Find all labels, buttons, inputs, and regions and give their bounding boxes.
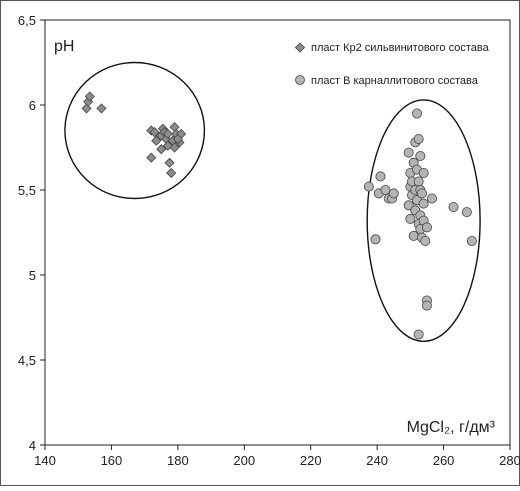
circle-point — [411, 108, 422, 119]
circle-point — [415, 150, 426, 161]
y-tick-label: 4 — [29, 438, 36, 453]
x-tick-label: 140 — [34, 453, 56, 468]
diamond-point — [149, 127, 160, 138]
circle-point — [421, 222, 432, 233]
diamond-point — [96, 103, 107, 114]
legend-marker-circle — [295, 75, 305, 85]
cluster-ellipses — [64, 61, 481, 343]
circle-point — [380, 184, 391, 195]
diamond-point — [84, 91, 95, 102]
x-axis: 140 160 180 200 220 240 260 280 — [34, 445, 520, 468]
diamond-point — [162, 128, 173, 139]
circle-point — [388, 188, 399, 199]
x-axis-label: MgCl₂, г/дм³ — [407, 419, 496, 436]
diamond-point — [172, 133, 183, 145]
y-tick-label: 6 — [29, 98, 36, 113]
y-tick-label: 6,5 — [18, 13, 36, 28]
legend-marker-diamond — [294, 42, 306, 53]
x-tick-label: 240 — [366, 453, 388, 468]
circle-point — [418, 198, 429, 209]
diamond-point — [156, 144, 167, 155]
circle-point — [461, 207, 472, 218]
diamond-point — [162, 140, 173, 151]
data-points — [81, 91, 477, 340]
diamond-point — [146, 152, 157, 163]
diamond-point — [151, 135, 162, 146]
y-axis-label: pH — [54, 38, 74, 55]
circle-point — [403, 147, 414, 158]
y-axis: 4 4,5 5 5,5 6 6,5 — [18, 13, 45, 453]
circle-point — [403, 200, 414, 211]
plot-area — [44, 19, 511, 446]
y-tick-label: 5 — [29, 268, 36, 283]
legend: пласт Кр2 сильвинитового состава пласт В… — [294, 42, 490, 87]
y-tick-label: 5,5 — [18, 183, 36, 198]
circle-point — [421, 300, 432, 311]
circle-point — [448, 201, 459, 212]
circle-point — [413, 176, 424, 187]
diamond-point — [166, 167, 177, 179]
x-tick-label: 260 — [433, 453, 455, 468]
circle-point — [420, 235, 431, 246]
x-tick-label: 220 — [300, 453, 322, 468]
diamond-point — [169, 142, 180, 153]
x-tick-label: 160 — [101, 453, 123, 468]
circle-point — [405, 213, 416, 224]
legend-entry-1: пласт Кр2 сильвинитового состава — [311, 42, 490, 54]
x-tick-label: 180 — [167, 453, 189, 468]
x-tick-label: 200 — [233, 453, 255, 468]
circle-point — [416, 188, 427, 199]
circle-point — [375, 171, 386, 182]
cluster-ellipse-1 — [64, 61, 206, 200]
circle-point — [413, 329, 424, 340]
y-tick-label: 4,5 — [18, 353, 36, 368]
circle-point — [426, 193, 437, 204]
diamond-point — [164, 157, 175, 168]
diamond-point — [81, 103, 92, 114]
circle-point — [363, 181, 374, 192]
circle-point — [418, 167, 429, 178]
cluster-ellipse-2 — [366, 99, 481, 343]
circle-point — [370, 234, 381, 245]
legend-entry-2: пласт В карналлитового состава — [311, 75, 479, 87]
x-tick-label: 280 — [499, 453, 520, 468]
circle-point — [466, 235, 477, 246]
circle-point — [413, 133, 424, 144]
